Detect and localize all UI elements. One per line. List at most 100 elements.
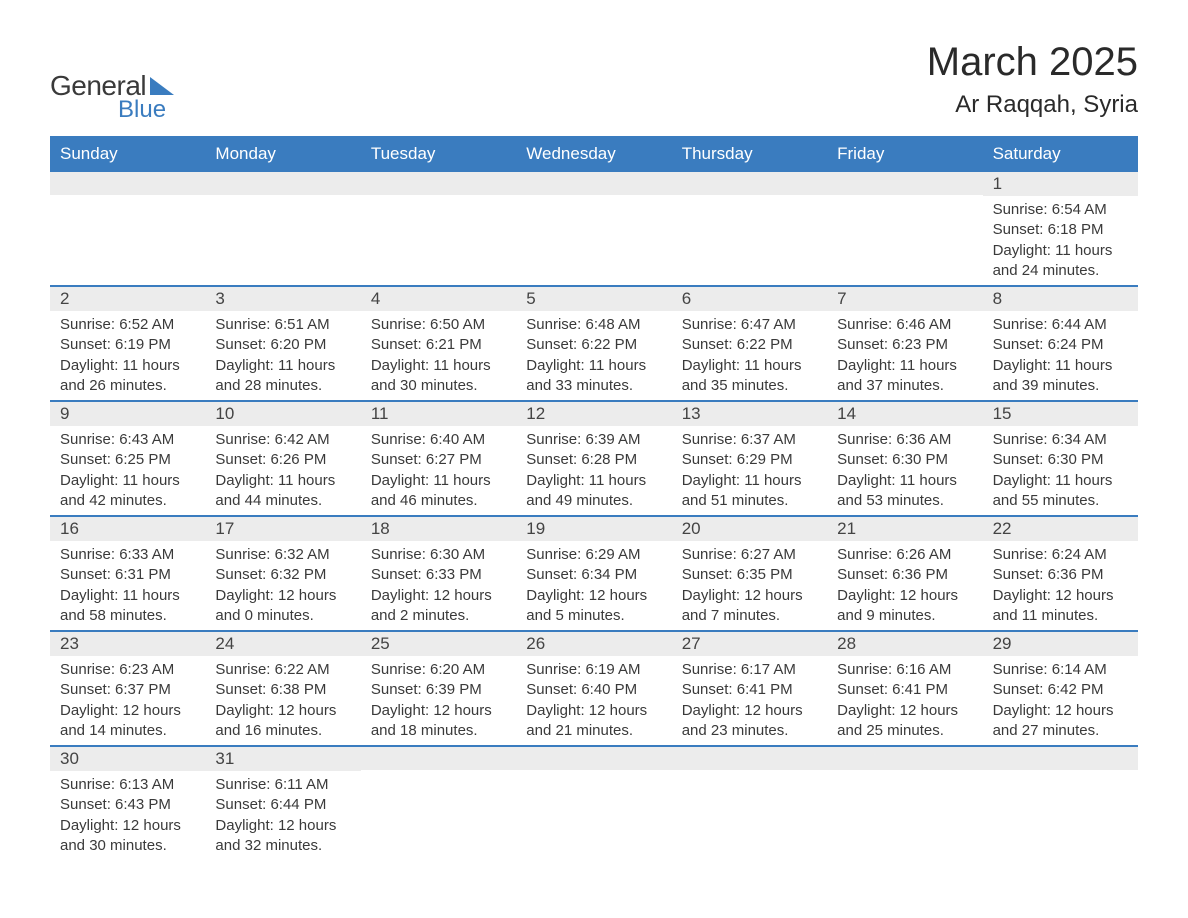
daylight-text: Daylight: 12 hours and 27 minutes. [993, 701, 1128, 742]
daylight-text: Daylight: 11 hours and 55 minutes. [993, 471, 1128, 512]
day-number [672, 747, 827, 770]
weekday-header: Monday [205, 136, 360, 172]
sunrise-text: Sunrise: 6:47 AM [682, 315, 817, 335]
sunset-text: Sunset: 6:40 PM [526, 680, 661, 700]
calendar-day: 8Sunrise: 6:44 AMSunset: 6:24 PMDaylight… [983, 287, 1138, 400]
calendar-header-row: Sunday Monday Tuesday Wednesday Thursday… [50, 136, 1138, 172]
sunrise-text: Sunrise: 6:42 AM [215, 430, 350, 450]
day-number: 10 [205, 402, 360, 426]
day-details: Sunrise: 6:37 AMSunset: 6:29 PMDaylight:… [672, 426, 827, 511]
sunrise-text: Sunrise: 6:33 AM [60, 545, 195, 565]
calendar-day [516, 747, 671, 860]
calendar-day: 27Sunrise: 6:17 AMSunset: 6:41 PMDayligh… [672, 632, 827, 745]
sunset-text: Sunset: 6:41 PM [682, 680, 817, 700]
day-number: 19 [516, 517, 671, 541]
day-number [50, 172, 205, 195]
sunset-text: Sunset: 6:27 PM [371, 450, 506, 470]
sunset-text: Sunset: 6:29 PM [682, 450, 817, 470]
daylight-text: Daylight: 12 hours and 18 minutes. [371, 701, 506, 742]
sunrise-text: Sunrise: 6:26 AM [837, 545, 972, 565]
calendar-day: 21Sunrise: 6:26 AMSunset: 6:36 PMDayligh… [827, 517, 982, 630]
sunset-text: Sunset: 6:22 PM [682, 335, 817, 355]
sunrise-text: Sunrise: 6:22 AM [215, 660, 350, 680]
calendar-week: 16Sunrise: 6:33 AMSunset: 6:31 PMDayligh… [50, 517, 1138, 632]
calendar-day: 6Sunrise: 6:47 AMSunset: 6:22 PMDaylight… [672, 287, 827, 400]
calendar-day: 16Sunrise: 6:33 AMSunset: 6:31 PMDayligh… [50, 517, 205, 630]
daylight-text: Daylight: 12 hours and 14 minutes. [60, 701, 195, 742]
day-number: 6 [672, 287, 827, 311]
sunrise-text: Sunrise: 6:11 AM [215, 775, 350, 795]
sunset-text: Sunset: 6:22 PM [526, 335, 661, 355]
day-number: 8 [983, 287, 1138, 311]
day-details: Sunrise: 6:22 AMSunset: 6:38 PMDaylight:… [205, 656, 360, 741]
calendar-day: 28Sunrise: 6:16 AMSunset: 6:41 PMDayligh… [827, 632, 982, 745]
day-details: Sunrise: 6:20 AMSunset: 6:39 PMDaylight:… [361, 656, 516, 741]
weekday-header: Thursday [672, 136, 827, 172]
sunrise-text: Sunrise: 6:39 AM [526, 430, 661, 450]
calendar-day: 18Sunrise: 6:30 AMSunset: 6:33 PMDayligh… [361, 517, 516, 630]
sunset-text: Sunset: 6:37 PM [60, 680, 195, 700]
location-subtitle: Ar Raqqah, Syria [927, 91, 1138, 119]
daylight-text: Daylight: 11 hours and 49 minutes. [526, 471, 661, 512]
sunset-text: Sunset: 6:25 PM [60, 450, 195, 470]
calendar-day: 11Sunrise: 6:40 AMSunset: 6:27 PMDayligh… [361, 402, 516, 515]
sunset-text: Sunset: 6:30 PM [993, 450, 1128, 470]
sunrise-text: Sunrise: 6:27 AM [682, 545, 817, 565]
day-number: 9 [50, 402, 205, 426]
day-number: 26 [516, 632, 671, 656]
sunset-text: Sunset: 6:38 PM [215, 680, 350, 700]
daylight-text: Daylight: 12 hours and 25 minutes. [837, 701, 972, 742]
daylight-text: Daylight: 12 hours and 7 minutes. [682, 586, 817, 627]
calendar-day [361, 747, 516, 860]
daylight-text: Daylight: 12 hours and 21 minutes. [526, 701, 661, 742]
day-number: 1 [983, 172, 1138, 196]
calendar-week: 23Sunrise: 6:23 AMSunset: 6:37 PMDayligh… [50, 632, 1138, 747]
sunset-text: Sunset: 6:34 PM [526, 565, 661, 585]
sunrise-text: Sunrise: 6:29 AM [526, 545, 661, 565]
day-number [361, 172, 516, 195]
day-details: Sunrise: 6:14 AMSunset: 6:42 PMDaylight:… [983, 656, 1138, 741]
calendar-day [827, 747, 982, 860]
day-details: Sunrise: 6:19 AMSunset: 6:40 PMDaylight:… [516, 656, 671, 741]
day-details [983, 770, 1138, 856]
calendar-day: 25Sunrise: 6:20 AMSunset: 6:39 PMDayligh… [361, 632, 516, 745]
day-number [827, 747, 982, 770]
sunrise-text: Sunrise: 6:17 AM [682, 660, 817, 680]
calendar-day [983, 747, 1138, 860]
sunset-text: Sunset: 6:42 PM [993, 680, 1128, 700]
calendar-week: 2Sunrise: 6:52 AMSunset: 6:19 PMDaylight… [50, 287, 1138, 402]
calendar-day: 22Sunrise: 6:24 AMSunset: 6:36 PMDayligh… [983, 517, 1138, 630]
day-details: Sunrise: 6:24 AMSunset: 6:36 PMDaylight:… [983, 541, 1138, 626]
day-details: Sunrise: 6:44 AMSunset: 6:24 PMDaylight:… [983, 311, 1138, 396]
day-number: 7 [827, 287, 982, 311]
day-details: Sunrise: 6:43 AMSunset: 6:25 PMDaylight:… [50, 426, 205, 511]
sunset-text: Sunset: 6:36 PM [837, 565, 972, 585]
daylight-text: Daylight: 11 hours and 42 minutes. [60, 471, 195, 512]
day-number: 24 [205, 632, 360, 656]
calendar-day [205, 172, 360, 285]
day-details: Sunrise: 6:46 AMSunset: 6:23 PMDaylight:… [827, 311, 982, 396]
day-number: 29 [983, 632, 1138, 656]
day-number: 11 [361, 402, 516, 426]
calendar-day [516, 172, 671, 285]
day-details: Sunrise: 6:36 AMSunset: 6:30 PMDaylight:… [827, 426, 982, 511]
sunset-text: Sunset: 6:39 PM [371, 680, 506, 700]
sunrise-text: Sunrise: 6:51 AM [215, 315, 350, 335]
daylight-text: Daylight: 11 hours and 26 minutes. [60, 356, 195, 397]
day-number [361, 747, 516, 770]
daylight-text: Daylight: 11 hours and 44 minutes. [215, 471, 350, 512]
day-details: Sunrise: 6:16 AMSunset: 6:41 PMDaylight:… [827, 656, 982, 741]
day-number [516, 172, 671, 195]
calendar-day: 14Sunrise: 6:36 AMSunset: 6:30 PMDayligh… [827, 402, 982, 515]
sunrise-text: Sunrise: 6:37 AM [682, 430, 817, 450]
day-number: 31 [205, 747, 360, 771]
weekday-header: Wednesday [516, 136, 671, 172]
calendar-day: 5Sunrise: 6:48 AMSunset: 6:22 PMDaylight… [516, 287, 671, 400]
day-details: Sunrise: 6:11 AMSunset: 6:44 PMDaylight:… [205, 771, 360, 856]
sunset-text: Sunset: 6:36 PM [993, 565, 1128, 585]
sunset-text: Sunset: 6:23 PM [837, 335, 972, 355]
calendar-day: 10Sunrise: 6:42 AMSunset: 6:26 PMDayligh… [205, 402, 360, 515]
sunrise-text: Sunrise: 6:36 AM [837, 430, 972, 450]
sunrise-text: Sunrise: 6:50 AM [371, 315, 506, 335]
daylight-text: Daylight: 11 hours and 37 minutes. [837, 356, 972, 397]
